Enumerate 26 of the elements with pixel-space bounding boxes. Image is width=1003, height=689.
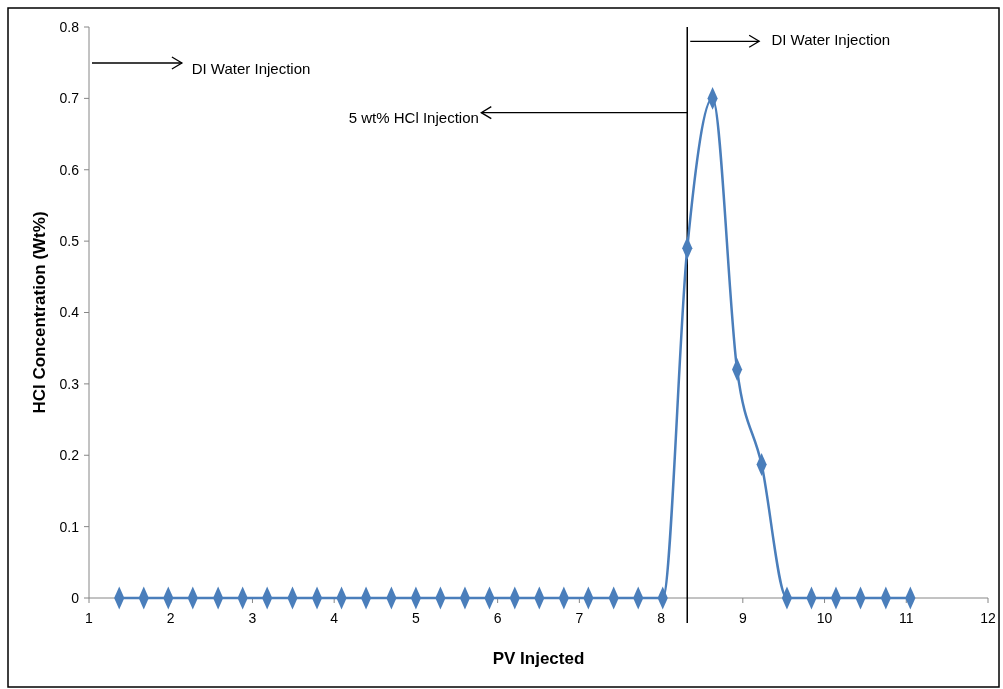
x-tick-label: 4 bbox=[330, 610, 339, 626]
y-axis-title: HCl Concentration (Wt%) bbox=[30, 211, 49, 414]
x-tick-label: 5 bbox=[412, 610, 421, 626]
y-tick-label: 0.5 bbox=[59, 233, 80, 250]
x-tick-label: 9 bbox=[738, 610, 747, 626]
x-tick-label: 3 bbox=[248, 610, 257, 626]
annotation: DI Water Injection bbox=[771, 30, 891, 48]
annotation: DI Water Injection bbox=[191, 59, 311, 77]
x-tick-label: 6 bbox=[493, 610, 502, 626]
x-tick-label: 7 bbox=[575, 610, 584, 626]
y-tick-label: 0.6 bbox=[59, 161, 80, 178]
x-tick-label: 10 bbox=[816, 610, 833, 626]
x-tick-label: 12 bbox=[980, 610, 996, 626]
y-tick-label: 0.2 bbox=[59, 447, 80, 464]
x-axis-title: PV Injected bbox=[492, 649, 585, 668]
annotation: 5 wt% HCl Injection bbox=[348, 109, 479, 127]
y-tick-label: 0.8 bbox=[59, 18, 80, 35]
y-tick-label: 0.4 bbox=[59, 304, 80, 321]
x-tick-label: 8 bbox=[657, 610, 666, 626]
x-tick-label: 11 bbox=[899, 610, 914, 626]
x-tick-label: 1 bbox=[85, 610, 94, 626]
y-tick-label: 0.3 bbox=[59, 375, 80, 392]
x-tick-label: 2 bbox=[166, 610, 175, 626]
y-tick-label: 0 bbox=[71, 589, 80, 606]
y-tick-label: 0.7 bbox=[59, 90, 80, 107]
y-tick-label: 0.1 bbox=[59, 518, 80, 535]
